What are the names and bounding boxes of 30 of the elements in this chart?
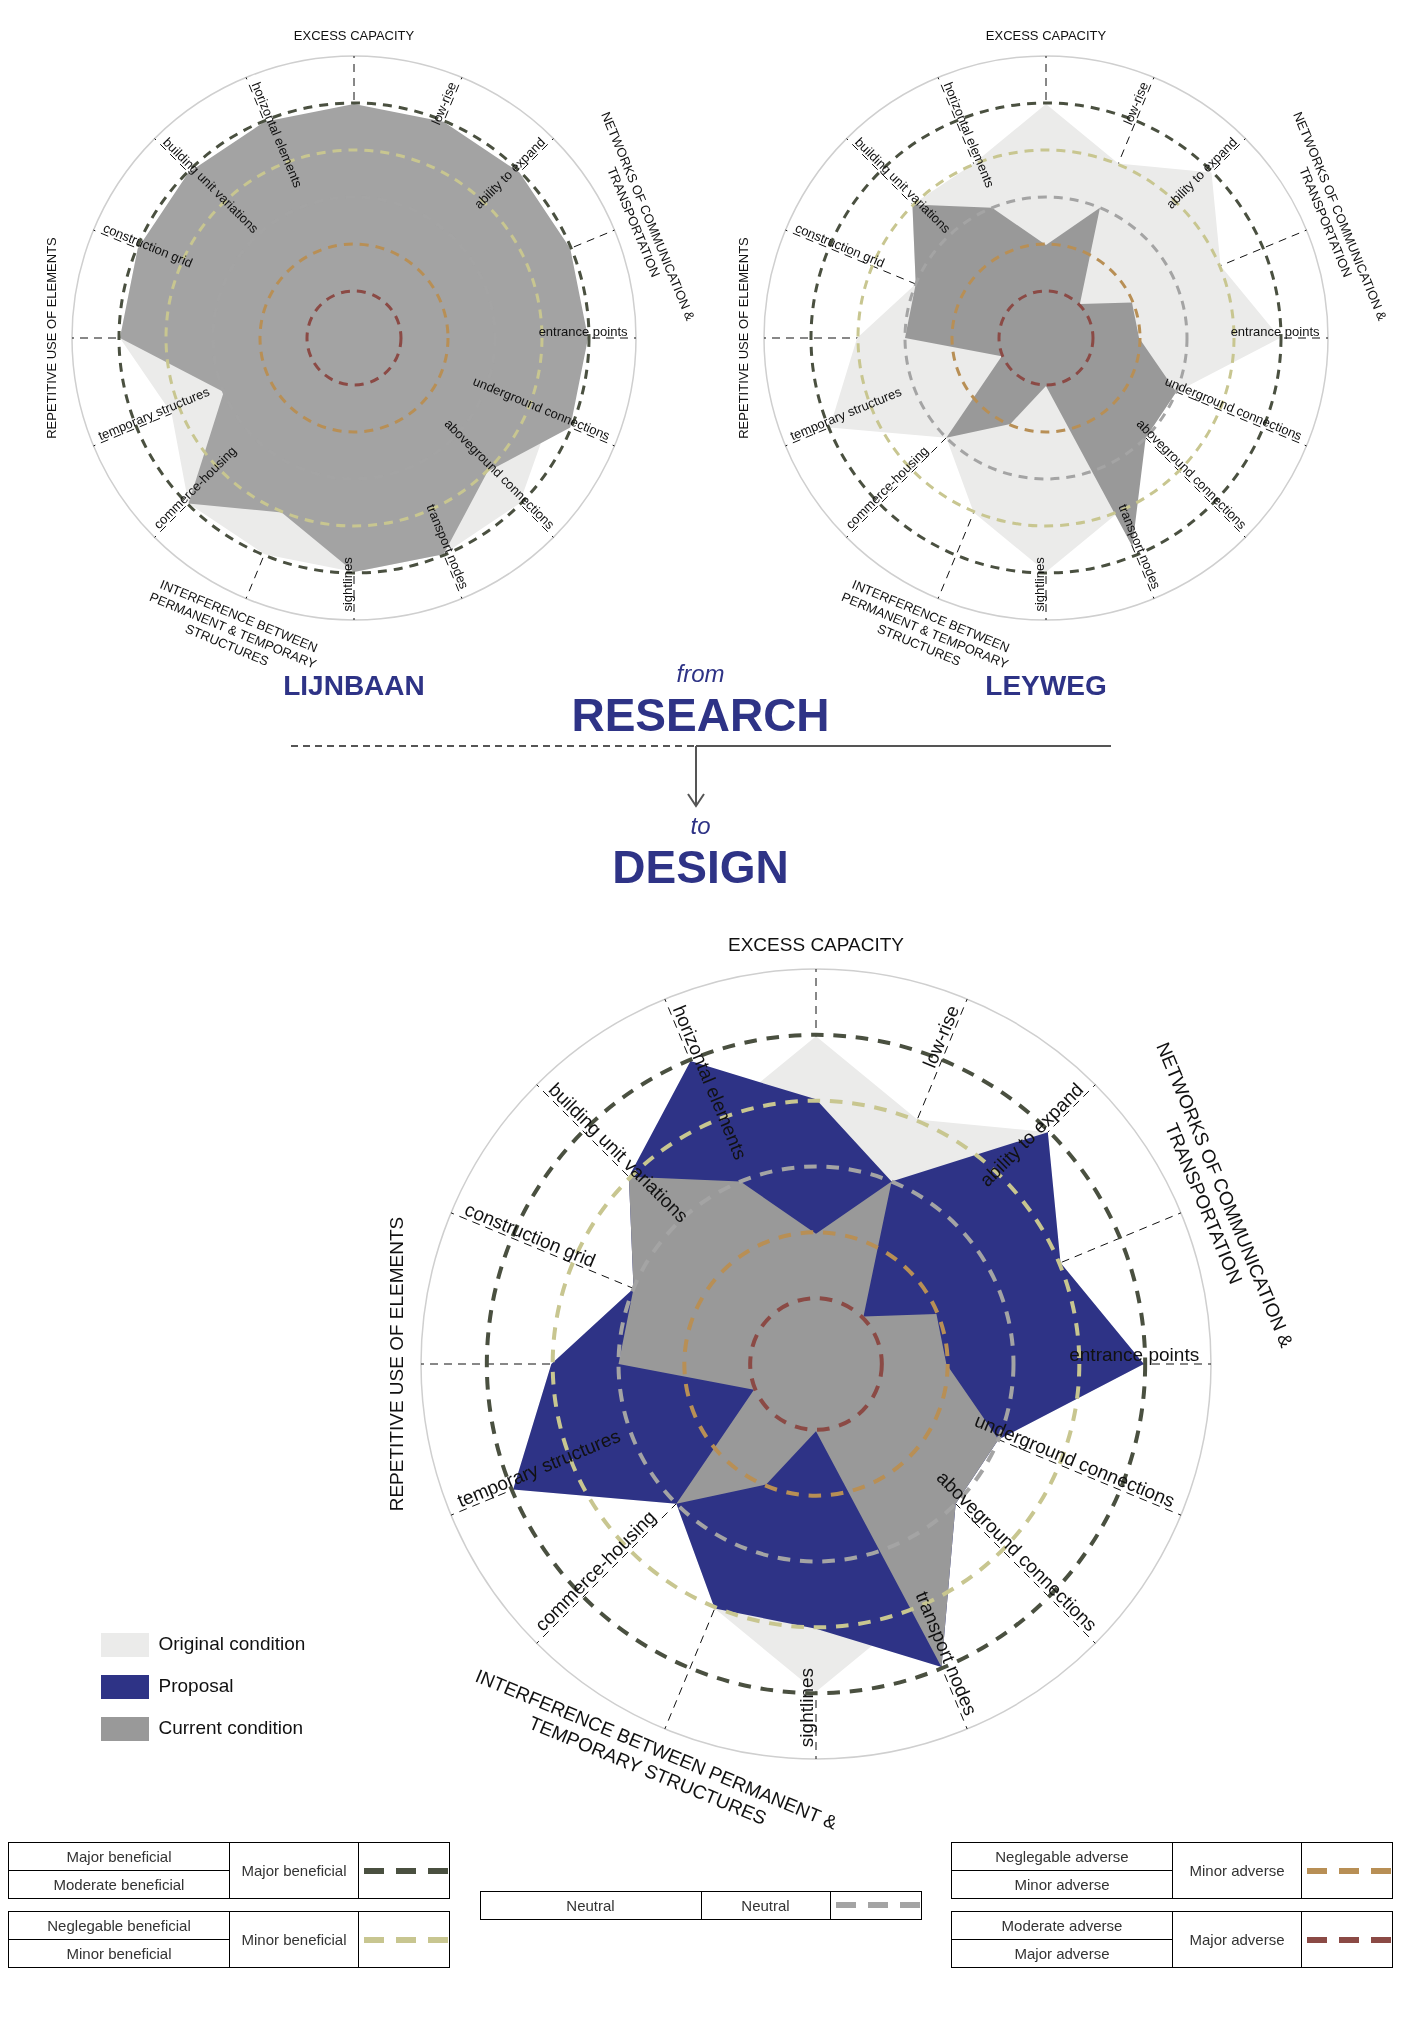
text: RESEARCH [571,689,830,741]
text: Neglegable adverse Minor adverse [952,1843,1172,1898]
text: LEYWEG [985,670,1107,701]
legend-label: Original condition [158,1633,306,1655]
legend-label: Current condition [158,1717,304,1739]
spoke-label: entrance points [1230,323,1321,339]
text: to [689,812,712,840]
text: LIJNBAAN [283,670,425,701]
spoke-label: EXCESS CAPACITY [293,27,415,43]
spoke-label: REPETITIVE USE OF ELEMENTS [43,236,59,439]
text: Minor adverse [1189,1862,1285,1879]
legend-label: Proposal [158,1675,234,1697]
chart-title: DESIGN [611,840,790,894]
spoke-label: entrance points [538,323,629,339]
text: Neutral [480,1891,701,1919]
spoke-label: REPETITIVE USE OF ELEMENTS [735,236,751,439]
spoke-label: REPETITIVE USE OF ELEMENTS [385,1216,407,1512]
text: Neutral [741,1896,790,1914]
text: Major beneficial [241,1862,347,1879]
spoke-label: sightlines [795,1667,817,1748]
spoke-label: sightlines [339,556,355,612]
text: Neglegable beneficial Minor beneficial [9,1912,229,1967]
text: Major beneficial Moderate beneficial [9,1843,229,1898]
text: from [676,660,725,687]
spoke-label: EXCESS CAPACITY [728,933,905,955]
text: Major adverse [1189,1931,1285,1948]
text: Moderate adverse Major adverse [952,1912,1172,1967]
spoke-label: EXCESS CAPACITY [985,27,1107,43]
text: Minor beneficial [241,1931,347,1948]
spoke-label: sightlines [1031,556,1047,612]
